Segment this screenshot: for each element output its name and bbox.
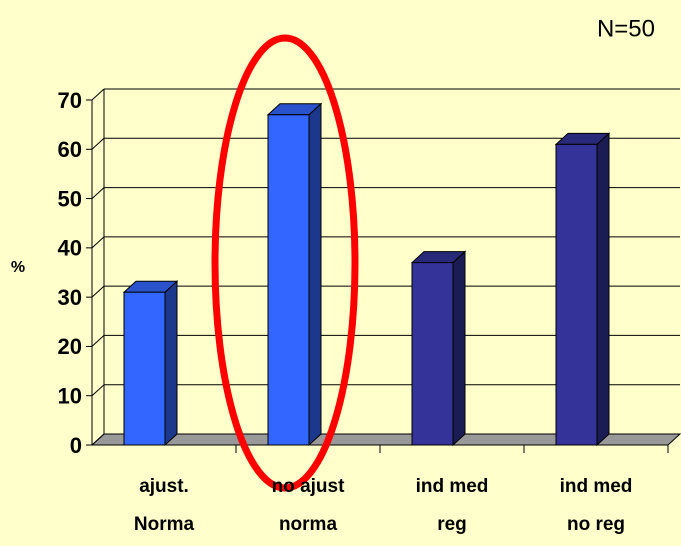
grid-diagonal — [91, 236, 105, 249]
y-tick-label: 30 — [58, 285, 82, 310]
grid-diagonal — [91, 384, 105, 397]
x-tick-label: Norma — [134, 514, 195, 535]
plot: 0 10 20 30 40 50 60 70 — [58, 88, 681, 458]
y-tick-label: 10 — [58, 384, 82, 409]
annotation: N=50 — [597, 15, 655, 42]
y-tick-label: 0 — [70, 433, 82, 458]
highlight-ellipse — [211, 34, 359, 492]
x-tick-label: ind med — [560, 476, 633, 497]
x-tick-label: norma — [279, 514, 338, 535]
x-tick-label: ajust. — [139, 476, 189, 497]
bar-side — [596, 132, 610, 447]
bar-side — [308, 102, 322, 447]
bar — [123, 291, 166, 446]
x-tick-label: reg — [437, 514, 467, 535]
x-tick-label: no ajust — [272, 476, 346, 497]
grid-diagonal — [91, 187, 105, 199]
bar — [555, 143, 598, 446]
y-tick-label: 70 — [58, 88, 82, 113]
grid-diagonal — [91, 285, 105, 298]
grid-diagonal — [91, 137, 105, 150]
grid-diagonal — [91, 433, 105, 446]
grid-diagonal — [91, 335, 105, 347]
bar-side — [164, 280, 178, 447]
bar — [411, 262, 454, 446]
bar — [267, 114, 310, 446]
grid-diagonal — [91, 88, 105, 101]
y-tick-label: 60 — [58, 137, 82, 162]
x-tick-label: no reg — [567, 514, 625, 535]
x-tick-label: ind med — [416, 476, 489, 497]
y-tick-label: 40 — [58, 236, 82, 261]
y-axis-label: % — [11, 259, 25, 276]
y-tick-label: 20 — [58, 334, 82, 359]
bar-side — [452, 250, 466, 447]
y-tick-label: 50 — [58, 186, 82, 211]
